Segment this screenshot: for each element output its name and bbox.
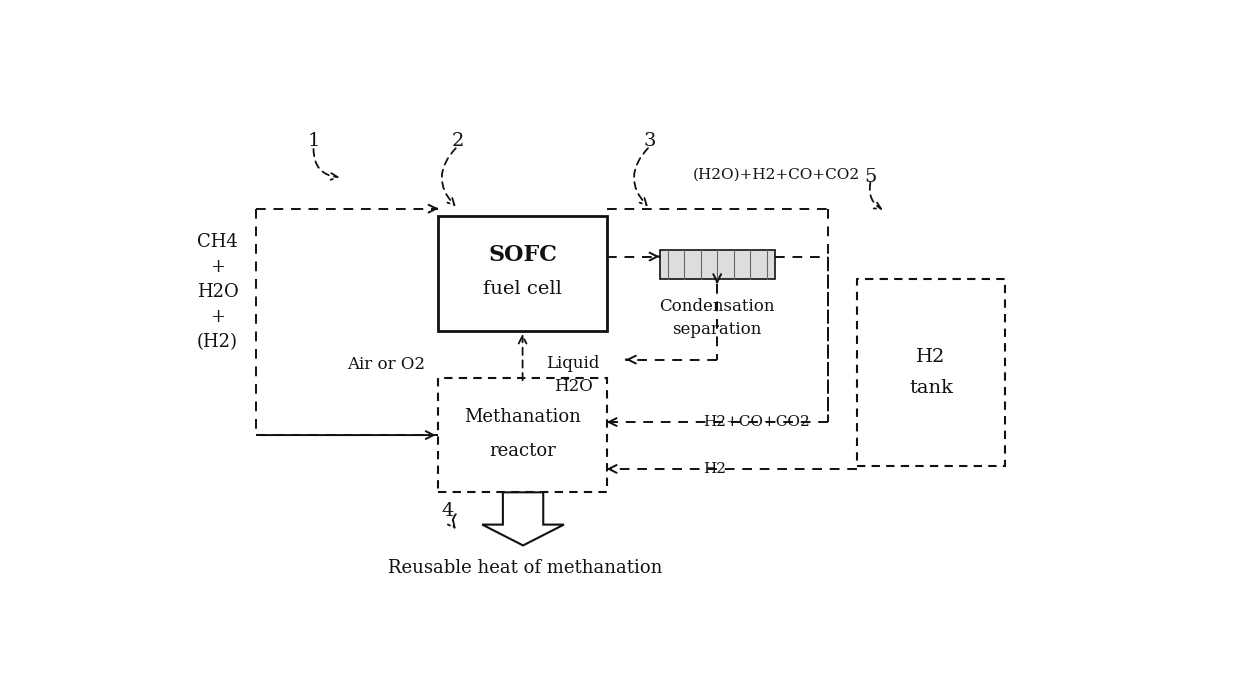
Bar	[439, 216, 606, 331]
Text: 2: 2	[451, 132, 464, 150]
Text: CH4
+
H2O
+
(H2): CH4 + H2O + (H2)	[197, 233, 238, 351]
Bar	[439, 378, 606, 492]
Text: 1: 1	[308, 132, 320, 150]
Text: 4: 4	[441, 502, 454, 520]
Text: H2: H2	[916, 348, 946, 366]
Text: tank: tank	[909, 379, 954, 397]
Text: Liquid
H2O: Liquid H2O	[547, 355, 600, 395]
Text: 5: 5	[864, 168, 877, 187]
Text: Methanation: Methanation	[464, 408, 582, 426]
Text: reactor: reactor	[490, 441, 556, 460]
Text: (H2O)+H2+CO+CO2: (H2O)+H2+CO+CO2	[693, 168, 861, 182]
Text: 3: 3	[644, 132, 656, 150]
Text: H2+CO+CO2: H2+CO+CO2	[703, 415, 810, 429]
Text: fuel cell: fuel cell	[484, 281, 562, 298]
Text: SOFC: SOFC	[489, 245, 557, 266]
Text: Reusable heat of methanation: Reusable heat of methanation	[388, 559, 662, 577]
FancyArrow shape	[482, 492, 564, 546]
Text: Air or O2: Air or O2	[347, 356, 424, 373]
Text: H2: H2	[703, 462, 725, 476]
Bar	[857, 279, 1006, 466]
Bar	[660, 250, 775, 279]
Text: Condensation
separation: Condensation separation	[660, 297, 775, 338]
